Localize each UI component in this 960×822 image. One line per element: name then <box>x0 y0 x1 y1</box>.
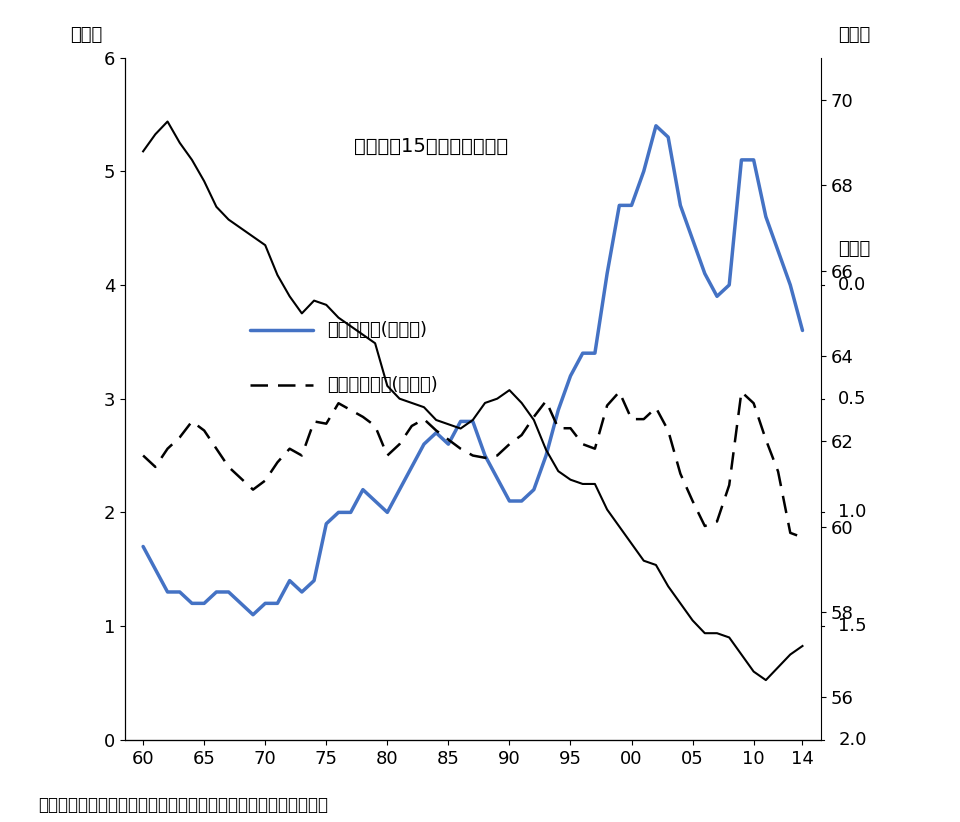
Text: 有効求人倍率(逆目盛): 有効求人倍率(逆目盛) <box>326 376 438 394</box>
Text: 1.0: 1.0 <box>838 503 867 521</box>
Text: （％）: （％） <box>70 26 103 44</box>
Text: 0.5: 0.5 <box>838 390 867 408</box>
Text: 完全失業率(左目盛): 完全失業率(左目盛) <box>326 321 426 339</box>
Text: （％）: （％） <box>838 26 871 44</box>
Text: 就業率（15歳以上人口比）: 就業率（15歳以上人口比） <box>354 136 509 155</box>
Text: 2.0: 2.0 <box>838 731 867 749</box>
Text: 資料：総務省「労働力調査」、厚生労働省「一般職業紹介状況」: 資料：総務省「労働力調査」、厚生労働省「一般職業紹介状況」 <box>38 796 328 814</box>
Text: 0.0: 0.0 <box>838 276 867 294</box>
Text: （倍）: （倍） <box>838 240 871 257</box>
Text: 1.5: 1.5 <box>838 617 867 635</box>
